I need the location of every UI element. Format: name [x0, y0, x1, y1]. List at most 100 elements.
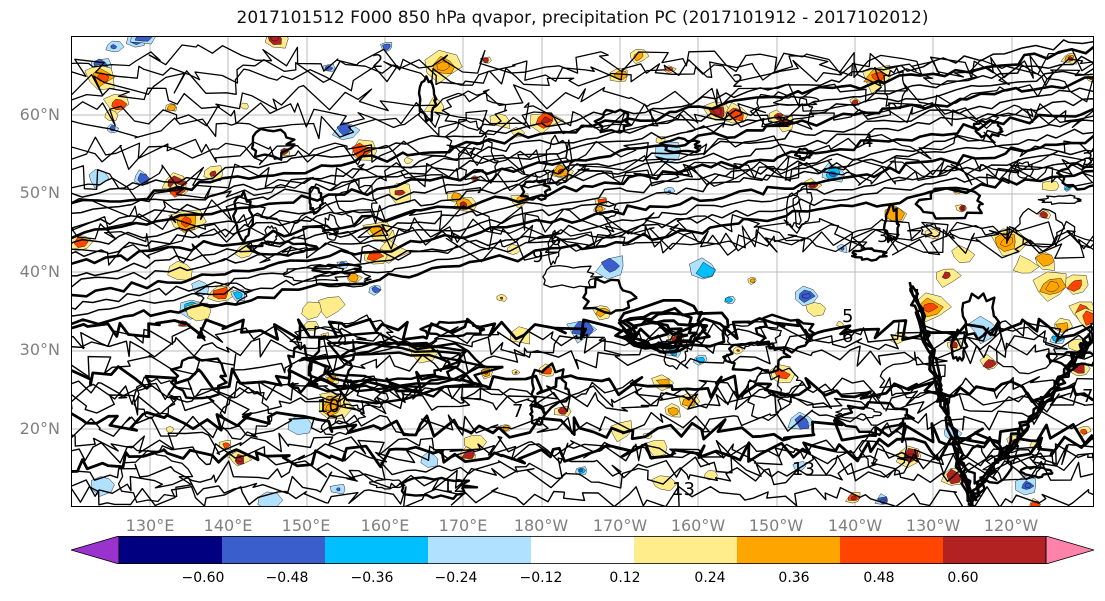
colorbar-tick-label: −0.12: [519, 570, 563, 586]
map-title: 2017101512 F000 850 hPa qvapor, precipit…: [236, 8, 929, 28]
qvapor-contour: [193, 282, 254, 306]
precip-patch: [601, 257, 620, 273]
qvapor-contour: [971, 332, 1092, 502]
qvapor-contour: [754, 313, 817, 354]
qvapor-contour: [170, 356, 228, 400]
precip-patch: [681, 397, 696, 407]
qvapor-contour: [72, 68, 1093, 229]
precip-patch: [951, 245, 976, 263]
colorbar-tick-label: −0.60: [181, 570, 225, 586]
qvapor-contour: [72, 128, 1093, 288]
contour-label: 12: [442, 476, 465, 497]
qvapor-contour: [995, 326, 1061, 375]
contour-label: 2: [372, 51, 383, 72]
precip-patch: [1055, 322, 1069, 333]
precip-patch: [1045, 281, 1060, 293]
contour-label: 2: [732, 71, 743, 92]
qvapor-contour: [72, 197, 1093, 247]
lat-label: 60°N: [19, 105, 60, 124]
qvapor-contour: [72, 409, 1093, 439]
qvapor-contour: [72, 229, 1093, 266]
lon-label: 140°W: [827, 516, 883, 535]
qvapor-contour: [72, 107, 1093, 265]
qvapor-contour: [547, 229, 562, 266]
qvapor-contour: [263, 225, 278, 246]
qvapor-contour: [458, 139, 500, 182]
lon-label: 140°E: [203, 516, 253, 535]
qvapor-contour: [417, 75, 438, 123]
qvapor-contour: [72, 48, 1093, 97]
precip-patch: [725, 296, 734, 303]
lat-label: 20°N: [19, 419, 60, 438]
qvapor-contour: [117, 449, 194, 503]
lon-label: 160°E: [360, 516, 410, 535]
colorbar-swatch: [428, 536, 531, 564]
precip-patch: [481, 57, 489, 64]
precip-patch: [1024, 482, 1032, 488]
colorbar-swatch: [222, 536, 325, 564]
qvapor-contour: [72, 101, 1093, 129]
precip-patch: [301, 301, 322, 320]
qvapor-contour: [72, 158, 1093, 191]
qvapor-contour: [621, 319, 699, 349]
qvapor-contour: [419, 320, 486, 338]
qvapor-contour: [975, 332, 1093, 497]
qvapor-contour: [72, 365, 1093, 403]
precip-patch: [1012, 255, 1040, 274]
precip-patch: [165, 426, 174, 434]
lon-label: 170°W: [592, 516, 648, 535]
precip-patch: [884, 205, 905, 222]
colorbar-tick-label: 0.60: [947, 570, 979, 586]
qvapor-contour: [793, 147, 814, 160]
precip-patch: [802, 293, 811, 299]
lon-label: 180°W: [513, 516, 569, 535]
lat-label: 40°N: [19, 262, 60, 281]
qvapor-contour: [441, 90, 508, 131]
lat-label: 30°N: [19, 340, 60, 359]
qvapor-contour: [1056, 162, 1093, 191]
colorbar-swatch: [325, 536, 428, 564]
contour-label: 9: [532, 246, 543, 267]
qvapor-contour: [133, 376, 179, 420]
precip-patch: [382, 43, 391, 51]
qvapor-contour: [326, 403, 367, 426]
qvapor-contour: [338, 351, 454, 382]
qvapor-contour: [232, 190, 255, 244]
contour-label: 6: [842, 326, 853, 347]
qvapor-contour: [72, 317, 1093, 342]
precip-patch: [371, 286, 382, 294]
qvapor-contour: [850, 247, 888, 262]
qvapor-contour: [72, 98, 1093, 258]
precip-patch: [1066, 279, 1082, 292]
precip-patch: [712, 108, 722, 116]
qvapor-contour: [659, 136, 702, 154]
qvapor-contour: [72, 434, 1093, 473]
qvapor-contour: [858, 422, 908, 479]
qvapor-contour: [1045, 351, 1093, 368]
colorbar-tick-label: 0.48: [863, 570, 895, 586]
precip-patch: [336, 122, 352, 136]
colorbar-swatch: [737, 536, 840, 564]
qvapor-contour: [972, 118, 1004, 139]
precip-patch: [499, 296, 503, 300]
qvapor-contour: [400, 476, 479, 500]
precip-patch: [982, 359, 997, 369]
colorbar-tick-label: 0.12: [609, 570, 641, 586]
precip-patch: [514, 371, 518, 374]
colorbar-swatch: [119, 536, 222, 564]
qvapor-contour: [1017, 161, 1035, 179]
qvapor-contour: [72, 102, 1093, 140]
precip-patch: [805, 302, 826, 317]
lon-label: 170°E: [438, 516, 488, 535]
qvapor-contour: [72, 223, 1093, 251]
contour-label: 6: [550, 229, 561, 250]
qvapor-contour: [1014, 207, 1066, 248]
precip-patch: [695, 261, 716, 279]
lon-label: 130°W: [905, 516, 961, 535]
colorbar-swatch: [634, 536, 737, 564]
qvapor-contour: [72, 77, 1093, 112]
colorbar-swatch: [531, 536, 634, 564]
precip-patch: [941, 271, 951, 280]
